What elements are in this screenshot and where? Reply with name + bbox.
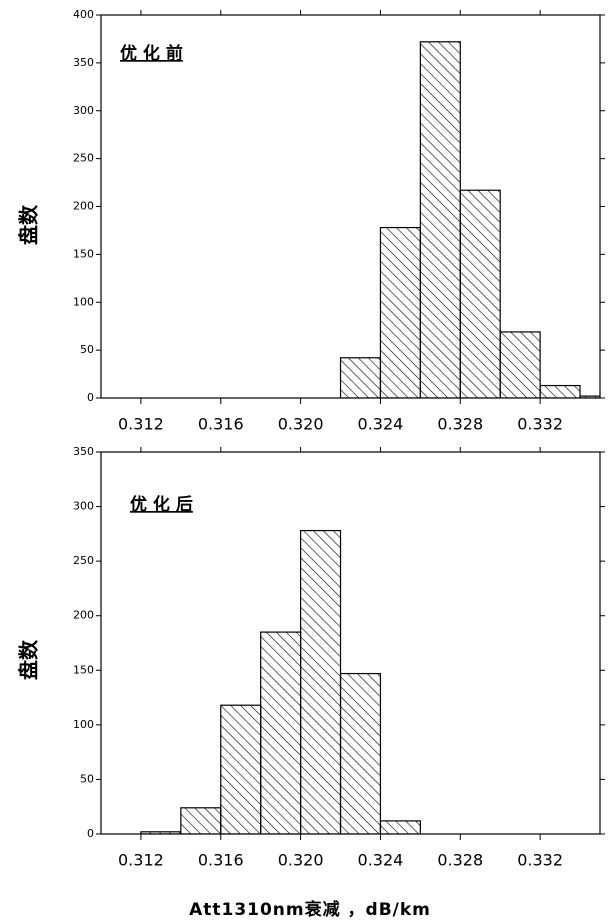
y-tick-label: 50 xyxy=(80,772,94,785)
annotation: 优 化 前 xyxy=(120,43,183,64)
x-axis-label: Att1310nm衰减 ，dB/km xyxy=(189,899,431,920)
y-tick-label: 250 xyxy=(73,152,94,165)
x-tick-label: 0.324 xyxy=(358,851,404,870)
y-tick-label: 100 xyxy=(73,718,94,731)
bar xyxy=(499,331,541,398)
y-tick-label: 150 xyxy=(73,247,94,260)
y-tick-label: 350 xyxy=(73,445,94,458)
x-tick-label: 0.328 xyxy=(437,415,483,434)
bar xyxy=(300,529,342,834)
bar xyxy=(379,226,421,398)
y-tick-label: 200 xyxy=(73,200,94,213)
bar xyxy=(419,41,461,398)
x-tick-label: 0.332 xyxy=(517,415,563,434)
y-tick-label: 350 xyxy=(73,56,94,69)
y-tick-label: 300 xyxy=(73,500,94,513)
bar xyxy=(339,672,382,834)
y-tick-label: 150 xyxy=(73,663,94,676)
x-tick-label: 0.332 xyxy=(517,851,563,870)
x-tick-label: 0.320 xyxy=(278,415,324,434)
x-tick-label: 0.328 xyxy=(437,851,483,870)
x-tick-label: 0.320 xyxy=(278,851,324,870)
bars xyxy=(339,41,600,398)
y-tick-label: 250 xyxy=(73,554,94,567)
bars xyxy=(140,529,421,834)
bar xyxy=(459,189,501,398)
bar xyxy=(539,384,581,398)
y-axis-label: 盘数 xyxy=(17,204,41,245)
axis-frame xyxy=(100,451,601,835)
x-tick-label: 0.316 xyxy=(198,851,244,870)
y-tick-label: 100 xyxy=(73,295,94,308)
bar xyxy=(339,357,382,398)
x-tick-label: 0.312 xyxy=(118,415,164,434)
y-tick-label: 0 xyxy=(87,827,94,840)
bar xyxy=(220,704,262,834)
x-tick-label: 0.312 xyxy=(118,851,164,870)
bar xyxy=(180,807,222,834)
y-tick-label: 50 xyxy=(80,343,94,356)
bar xyxy=(260,631,302,834)
x-tick-label: 0.324 xyxy=(358,415,404,434)
annotation: 优 化 后 xyxy=(130,494,193,515)
y-tick-label: 300 xyxy=(73,104,94,117)
y-tick-label: 0 xyxy=(87,391,94,404)
y-tick-label: 400 xyxy=(73,8,94,21)
y-axis-label: 盘数 xyxy=(17,639,41,680)
x-tick-label: 0.316 xyxy=(198,415,244,434)
bar xyxy=(379,820,421,834)
y-tick-label: 200 xyxy=(73,609,94,622)
